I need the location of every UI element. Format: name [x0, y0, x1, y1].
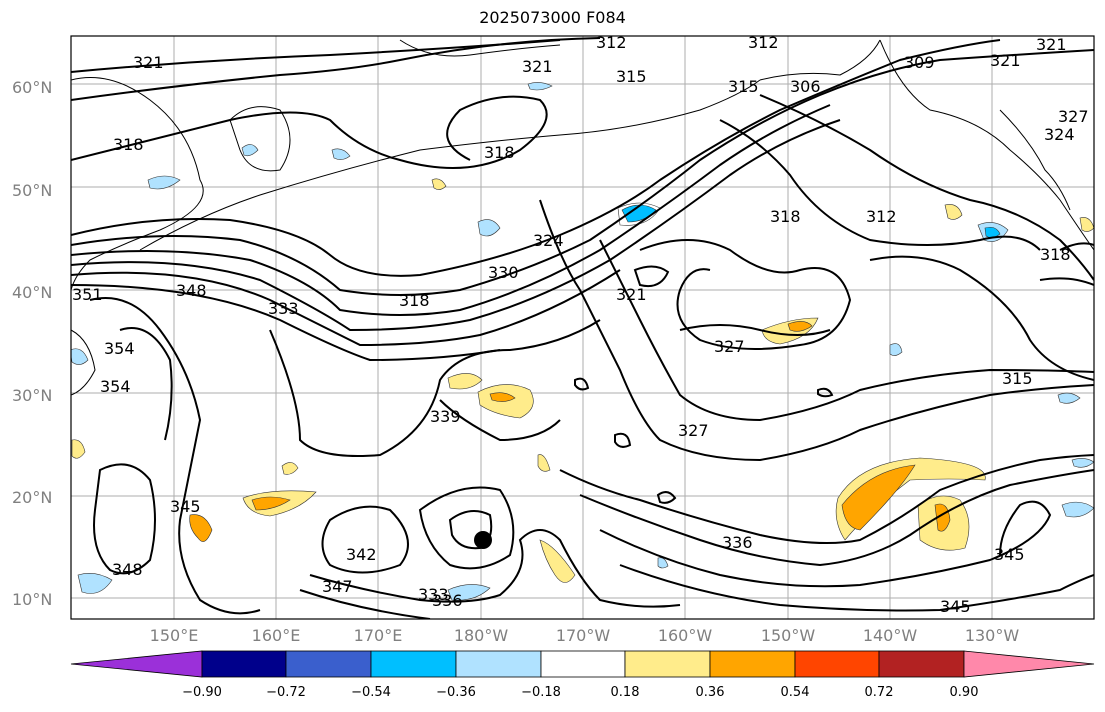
- colorbar-extend-high: [963, 650, 1095, 678]
- lon-label: 170°E: [353, 626, 403, 645]
- contour-label: 318: [484, 143, 515, 162]
- contour-label: 348: [112, 560, 143, 579]
- lat-label: 30°N: [12, 386, 53, 405]
- contour-label-group: 321 312 312 321 321 315 315 306 309 321 …: [72, 33, 1089, 616]
- colorbar-tick-label: 0.36: [695, 685, 725, 700]
- contour-label: 330: [488, 263, 519, 282]
- contour-label: 321: [522, 57, 553, 76]
- contour-label: 333: [418, 585, 449, 604]
- lon-label: 150°W: [760, 626, 816, 645]
- contour-lines: [71, 37, 1094, 619]
- contour-label: 327: [1058, 107, 1089, 126]
- contour-label: 324: [533, 231, 564, 250]
- colorbar-bin: [201, 650, 287, 678]
- lat-label: 20°N: [12, 488, 53, 507]
- contour-label: 347: [322, 577, 353, 596]
- colorbar-tick-label: 0.18: [610, 685, 640, 700]
- contour-label: 321: [616, 285, 647, 304]
- colorbar-bin: [624, 650, 711, 678]
- colorbar-bin: [709, 650, 796, 678]
- contour-label: 306: [790, 77, 821, 96]
- colorbar-bin: [540, 650, 626, 678]
- contour-label: 315: [1002, 369, 1033, 388]
- contour-label: 348: [176, 281, 207, 300]
- contour-label: 321: [990, 51, 1021, 70]
- contour-label: 342: [346, 545, 377, 564]
- contour-label: 315: [728, 77, 759, 96]
- contour-label: 351: [72, 285, 103, 304]
- lon-label: 140°W: [862, 626, 918, 645]
- lon-label: 160°W: [657, 626, 713, 645]
- map-title: 2025073000 F084: [479, 8, 626, 27]
- lat-label: 50°N: [12, 181, 53, 200]
- lat-label: 60°N: [12, 78, 53, 97]
- colorbar-bin: [878, 650, 965, 678]
- contour-label: 345: [940, 597, 971, 616]
- contour-label: 333: [268, 299, 299, 318]
- graticule: [71, 36, 1094, 619]
- lon-label: 160°E: [251, 626, 301, 645]
- colorbar-bin: [455, 650, 542, 678]
- colorbar-bin: [794, 650, 880, 678]
- contour-label: 318: [113, 135, 144, 154]
- lon-label: 130°W: [964, 626, 1020, 645]
- contour-label: 354: [100, 377, 131, 396]
- colorbar-bin: [285, 650, 372, 678]
- shaded-patches: [71, 82, 1094, 601]
- contour-label: 318: [399, 291, 430, 310]
- colorbar-tick-label: −0.54: [351, 685, 391, 700]
- contour-label: 327: [678, 421, 709, 440]
- colorbar-tick-label: −0.18: [521, 685, 561, 700]
- contour-label: 312: [748, 33, 779, 52]
- colorbar-extend-low: [70, 650, 203, 678]
- contour-label: 336: [432, 591, 463, 610]
- colorbar: [70, 650, 1095, 678]
- colorbar-tick-label: −0.36: [436, 685, 476, 700]
- contour-label: 327: [714, 337, 745, 356]
- colorbar-tick-label: 0.90: [949, 685, 979, 700]
- lon-label: 180°W: [453, 626, 509, 645]
- contour-label: 339: [430, 407, 461, 426]
- contour-label: 318: [1040, 245, 1071, 264]
- contour-label: 318: [770, 207, 801, 226]
- lat-label: 10°N: [12, 590, 53, 609]
- contour-label: 315: [616, 67, 647, 86]
- contour-label: 309: [904, 53, 935, 72]
- storm-center-marker: [474, 531, 492, 549]
- contour-label: 312: [866, 207, 897, 226]
- lon-label: 150°E: [149, 626, 199, 645]
- lat-label: 40°N: [12, 283, 53, 302]
- colorbar-tick-label: 0.54: [780, 685, 810, 700]
- contour-label: 345: [170, 497, 201, 516]
- map-frame: [70, 35, 1095, 620]
- colorbar-tick-label: −0.72: [266, 685, 306, 700]
- contour-label: 321: [133, 53, 164, 72]
- contour-label: 312: [596, 33, 627, 52]
- contour-label: 321: [1036, 35, 1067, 54]
- contour-label: 345: [994, 545, 1025, 564]
- contour-label: 354: [104, 339, 135, 358]
- contour-label: 324: [1044, 125, 1075, 144]
- contour-label: 336: [722, 533, 753, 552]
- colorbar-tick-label: −0.90: [182, 685, 222, 700]
- lon-label: 170°W: [555, 626, 611, 645]
- colorbar-tick-label: 0.72: [864, 685, 894, 700]
- colorbar-bin: [370, 650, 457, 678]
